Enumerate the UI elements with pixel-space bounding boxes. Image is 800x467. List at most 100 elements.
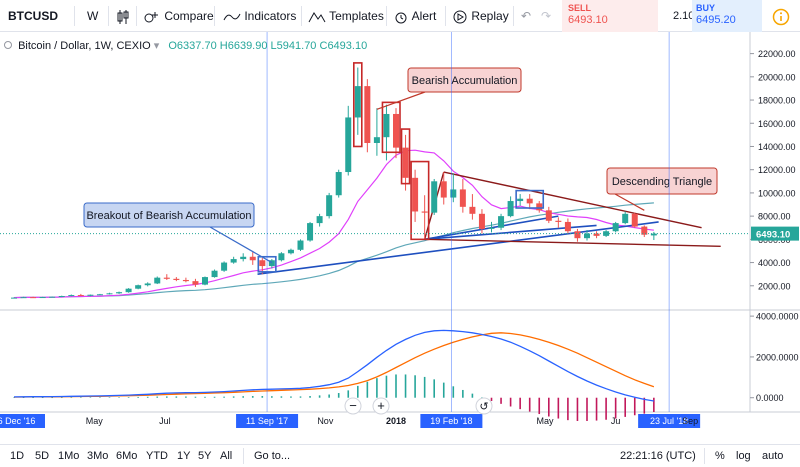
candle-body [49,296,56,298]
indicators-button[interactable]: Indicators [223,0,296,32]
candle [144,282,151,287]
auto-toggle[interactable]: auto [762,450,784,462]
candle [297,239,304,251]
last-price-badge [751,226,799,241]
legend-dot-icon [4,41,12,49]
candle-body [268,260,275,267]
range-5y[interactable]: 5Y [198,450,212,462]
macd-histogram-bar [118,397,120,398]
zoom-out-icon[interactable] [344,397,362,415]
range-6mo[interactable]: 6Mo [116,450,138,462]
alert-button[interactable]: Alert [393,0,436,32]
sell-button[interactable]: SELL 6493.10 [562,0,658,32]
goto-button[interactable]: Go to... [254,450,291,462]
info-icon [772,8,790,26]
chart-area[interactable]: Bearish Accumulation Breakout of Bearish … [0,32,800,444]
candle-body [431,181,438,213]
candle-body [450,189,457,198]
buy-button[interactable]: BUY 6495.20 [692,0,762,32]
macd-histogram-bar [538,397,541,415]
percent-toggle[interactable]: % [715,450,725,462]
candle [612,221,619,233]
candle [11,297,17,299]
macd-histogram-bar [328,394,330,398]
undo-button[interactable]: ↶ [521,0,531,32]
legend-high: H6639.90 [219,40,268,52]
legend-low: L5941.70 [270,40,317,52]
candle-body [192,281,199,285]
candle [574,228,581,242]
macd-histogram-bar [108,397,111,398]
macd-histogram-bar [633,397,636,416]
candle-body [412,177,419,212]
time-axis[interactable]: 26 Dec '16 May Jul 11 Sep '17 Nov 2018 19 Feb … [0,414,701,428]
candle [469,194,476,220]
top-toolbar: BTCUSD W Compare Indicators Templates Al… [0,0,800,32]
candle [87,294,94,297]
legend-dropdown-icon[interactable]: ▾ [153,40,160,52]
candle-body [11,297,17,299]
candle [431,178,438,215]
accumulation-box [381,101,401,154]
templates-button[interactable]: Templates [308,0,384,32]
candle [287,248,294,255]
breakout-callout: Breakout of Bearish Accumulation [83,202,273,264]
compare-button[interactable]: Compare [143,0,214,32]
candle [517,194,524,206]
candle-body [144,283,151,286]
macd-histogram-bar [404,374,407,398]
range-1mo[interactable]: 1Mo [58,450,80,462]
range-all[interactable]: All [220,450,233,462]
toolbar-divider [214,6,215,26]
replay-button[interactable]: Replay [452,0,509,32]
macd-histogram-bar [89,397,92,398]
zoom-in-icon[interactable] [372,397,390,415]
macd-histogram-bar [261,396,264,398]
macd-histogram-bar [452,386,455,398]
macd-histogram-bar [586,397,588,421]
range-1y[interactable]: 1Y [177,450,191,462]
price-tick-label: 22000.00 [758,49,796,59]
price-axis[interactable]: 2000.004000.006000.008000.0010000.001200… [750,49,799,403]
range-1d[interactable]: 1D [10,450,25,462]
macd-histogram-bar [366,381,369,398]
macd-histogram-bar [41,397,44,399]
candle-body [440,181,447,198]
time-tick-label: 2018 [386,416,406,426]
legend-title[interactable]: Bitcoin / Dollar, 1W, CEXIO [18,40,151,52]
time-marker-label: 11 Sep '17 [246,416,288,426]
macd-histogram-bar [166,396,168,398]
callout-label: Bearish Accumulation [412,75,518,87]
candle-body [373,137,380,143]
reset-zoom-icon[interactable] [475,397,493,415]
candle [536,201,543,213]
toolbar-divider [386,6,387,26]
macd-histogram-bar [557,397,560,419]
range-5d[interactable]: 5D [35,450,50,462]
interval-button[interactable]: W [87,9,99,23]
candle [373,108,380,156]
redo-button[interactable]: ↷ [541,0,551,32]
log-toggle[interactable]: log [736,450,751,462]
macd-histogram-bar [653,397,655,412]
symbol-search[interactable]: BTCUSD [8,9,58,23]
callout-box [83,202,255,228]
callout-pointer [376,91,426,110]
candle-body [96,294,103,296]
zoom-in-icon-glyph: + [377,398,385,413]
time-tick-label: Jul [159,416,171,426]
candle-body [545,210,552,221]
chart-type-button[interactable] [117,0,129,32]
annotation-drawings[interactable]: Bearish Accumulation Breakout of Bearish … [0,62,750,273]
macd-histogram-bar [395,374,397,398]
sell-label: SELL [568,3,592,13]
range-ytd[interactable]: YTD [146,450,168,462]
candle-body [30,297,37,299]
trendline-drawings[interactable] [257,171,721,275]
clock-time[interactable]: 22:21:16 (UTC) [620,450,696,462]
info-button[interactable] [772,0,790,32]
macd-histogram-bar [80,397,82,398]
candle [526,194,533,210]
candle-body [249,256,256,261]
range-3mo[interactable]: 3Mo [87,450,109,462]
